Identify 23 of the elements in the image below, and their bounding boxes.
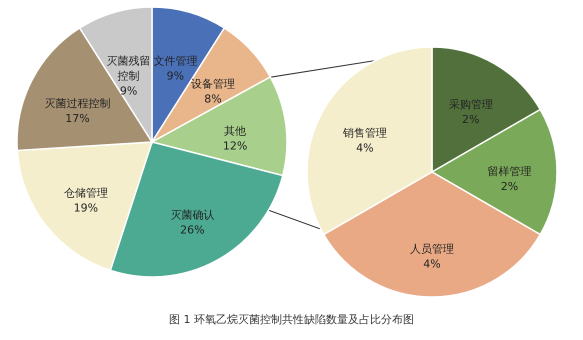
slice-label: 销售管理 <box>342 126 387 140</box>
slice-label: 灭菌过程控制 <box>44 97 110 110</box>
slice-label: 文件管理 <box>153 54 198 68</box>
data-label: 9% <box>120 84 138 98</box>
data-label: 4% <box>423 258 441 270</box>
text: 图 1 环氧乙烷灭菌控制共性缺陷数量及占比分布图 <box>168 312 415 327</box>
slice-label: 留样管理 <box>488 165 532 178</box>
data-label: 2% <box>500 180 518 193</box>
slice-label: 其他 <box>224 124 246 138</box>
data-label: 8% <box>204 92 222 106</box>
data-label: 26% <box>180 223 205 236</box>
slice-label: 人员管理 <box>410 242 454 256</box>
slice-label: 仓储管理 <box>64 186 108 200</box>
data-label: 9% <box>166 70 184 83</box>
data-label: 12% <box>222 140 248 153</box>
slice-label: 设备管理 <box>191 78 236 91</box>
slice-label: 灭菌残留控制 <box>106 54 151 83</box>
data-label: 4% <box>356 141 374 154</box>
slice-label: 采购管理 <box>448 98 493 111</box>
data-label: 19% <box>74 201 98 214</box>
data-label: 17% <box>65 112 90 125</box>
slice-label: 灭菌确认 <box>170 208 214 222</box>
data-label: 2% <box>462 112 480 126</box>
